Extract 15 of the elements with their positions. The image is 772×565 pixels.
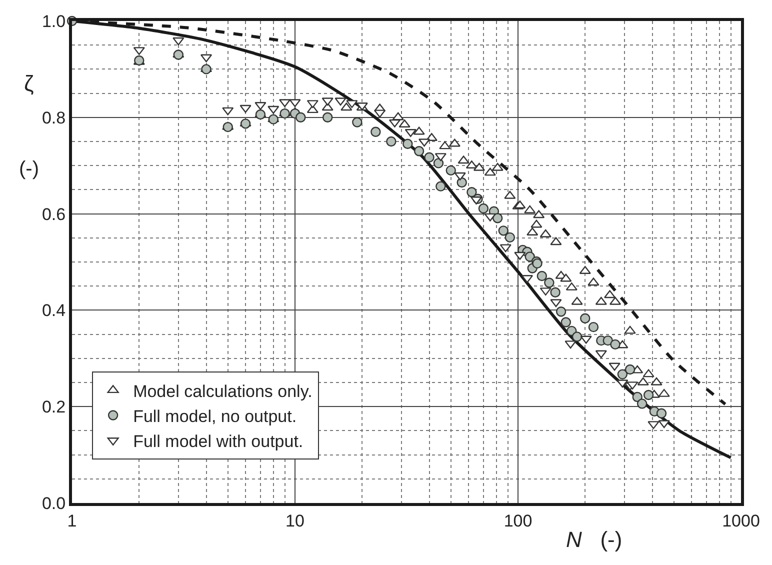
x-tick-label: 100 bbox=[504, 511, 532, 530]
legend-label: Model calculations only. bbox=[133, 382, 312, 401]
y-tick-label: 0.4 bbox=[42, 301, 66, 320]
y-tick-label: 0.6 bbox=[42, 204, 66, 224]
legend-label: Full model with output. bbox=[133, 432, 304, 451]
legend-label: Full model, no output. bbox=[133, 406, 297, 426]
y-tick-label: 0.0 bbox=[42, 494, 66, 513]
x-tick-label: 1000 bbox=[722, 511, 760, 530]
x-tick-label: 1 bbox=[67, 511, 77, 530]
y-tick-label: 0.8 bbox=[42, 108, 66, 128]
x-tick-label: 10 bbox=[286, 511, 304, 530]
y-tick-label: 1.0 bbox=[42, 12, 66, 31]
text: ζ (-) bbox=[19, 71, 39, 180]
x-axis-title: N (-) bbox=[566, 527, 622, 552]
y-tick-label: 0.2 bbox=[42, 398, 66, 417]
